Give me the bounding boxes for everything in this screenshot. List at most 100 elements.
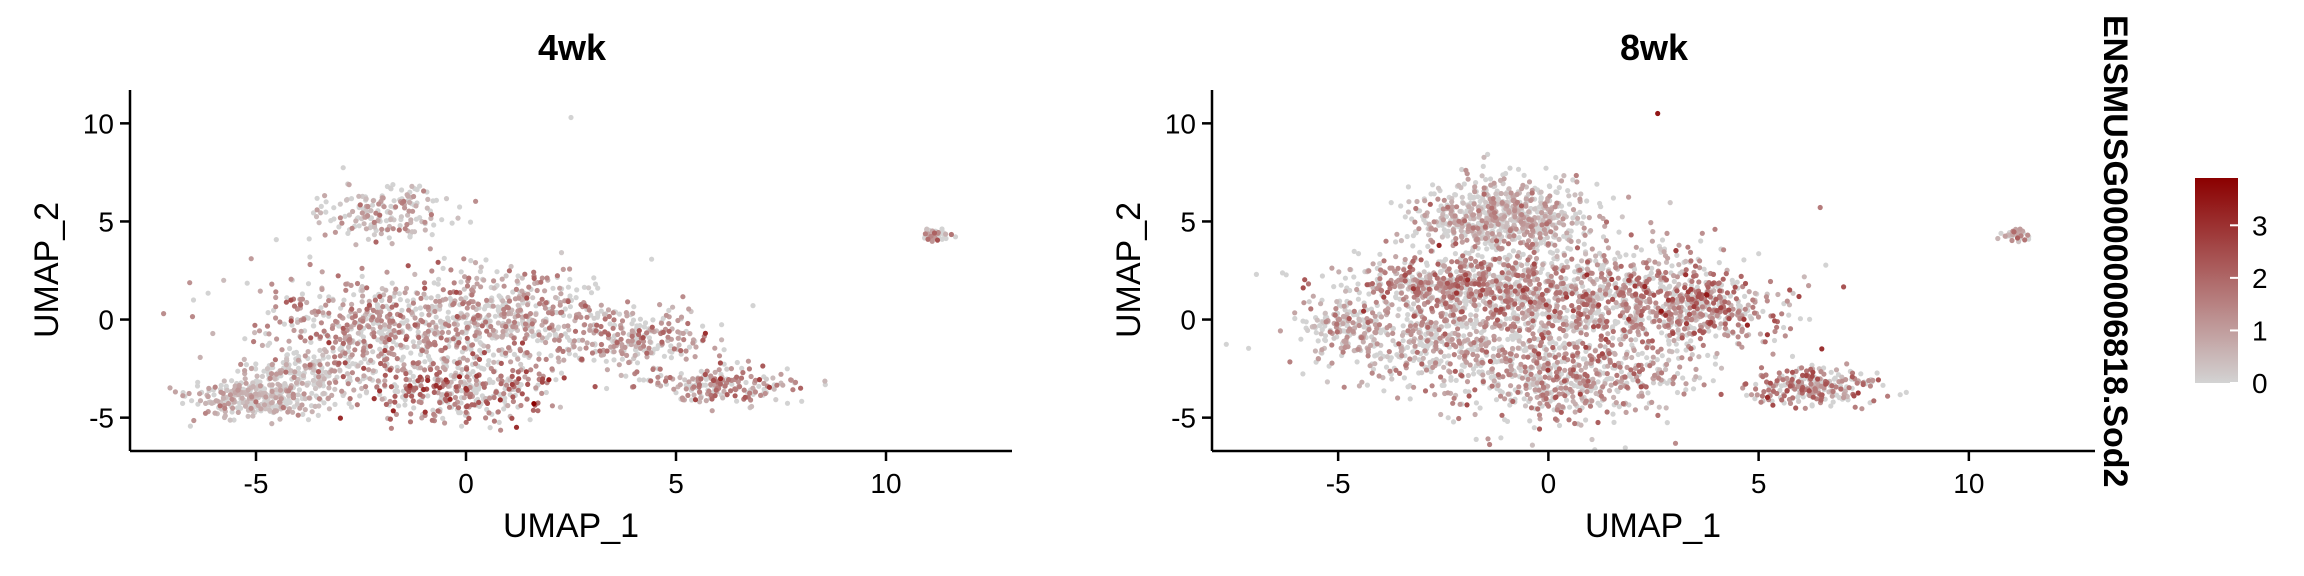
data-point bbox=[539, 322, 545, 328]
data-point bbox=[1659, 330, 1665, 336]
data-point bbox=[417, 215, 423, 221]
data-point bbox=[649, 324, 655, 330]
data-point bbox=[560, 348, 566, 354]
data-point bbox=[359, 210, 365, 216]
data-point bbox=[467, 219, 474, 225]
data-point bbox=[218, 382, 224, 388]
data-point bbox=[702, 330, 709, 336]
data-point bbox=[1475, 194, 1481, 200]
data-point bbox=[422, 409, 428, 415]
data-point bbox=[925, 236, 931, 242]
data-point bbox=[934, 237, 941, 243]
data-point bbox=[509, 373, 515, 379]
data-point bbox=[277, 382, 283, 389]
data-point bbox=[277, 370, 283, 376]
data-point bbox=[1556, 345, 1563, 351]
data-point bbox=[461, 345, 467, 351]
data-point bbox=[1311, 323, 1318, 329]
data-point bbox=[332, 386, 338, 392]
data-point bbox=[1578, 367, 1584, 373]
data-point bbox=[1426, 232, 1432, 238]
data-point bbox=[567, 304, 574, 310]
data-point bbox=[554, 273, 561, 279]
data-point bbox=[388, 332, 394, 338]
data-point bbox=[256, 328, 263, 334]
data-point bbox=[720, 395, 726, 401]
data-point bbox=[348, 404, 355, 410]
data-point bbox=[629, 338, 635, 344]
data-point bbox=[398, 342, 404, 348]
data-point bbox=[655, 343, 661, 349]
data-point bbox=[382, 339, 388, 345]
data-point bbox=[1371, 337, 1377, 343]
data-point bbox=[473, 381, 480, 387]
data-point bbox=[1343, 288, 1349, 294]
data-point bbox=[326, 406, 332, 412]
data-point bbox=[1467, 317, 1473, 323]
data-point bbox=[408, 350, 414, 356]
data-point bbox=[1690, 386, 1697, 392]
data-point bbox=[263, 394, 269, 400]
data-point bbox=[302, 353, 308, 359]
data-point bbox=[388, 216, 394, 222]
data-point bbox=[352, 347, 358, 353]
data-point bbox=[564, 334, 571, 340]
data-point bbox=[491, 278, 497, 284]
data-point bbox=[360, 293, 366, 299]
data-point bbox=[455, 331, 461, 337]
data-point bbox=[1393, 294, 1399, 300]
data-point bbox=[486, 410, 492, 416]
data-point bbox=[408, 217, 414, 223]
data-point bbox=[305, 315, 311, 321]
data-point bbox=[683, 356, 689, 362]
data-point bbox=[721, 388, 727, 394]
data-point bbox=[329, 368, 335, 374]
data-point bbox=[519, 340, 526, 346]
data-point bbox=[1420, 355, 1426, 361]
data-point bbox=[1533, 255, 1540, 262]
data-point bbox=[1310, 293, 1316, 299]
data-point bbox=[460, 301, 466, 307]
data-point bbox=[556, 337, 562, 343]
data-point bbox=[311, 354, 317, 360]
data-point bbox=[1828, 369, 1834, 375]
data-point bbox=[515, 369, 521, 375]
data-point bbox=[1453, 377, 1459, 383]
data-point bbox=[594, 322, 600, 328]
data-point bbox=[771, 386, 777, 392]
data-point bbox=[321, 328, 327, 334]
data-point bbox=[633, 343, 639, 349]
data-point bbox=[243, 380, 249, 386]
data-point bbox=[1710, 378, 1716, 384]
data-point bbox=[1674, 252, 1680, 258]
data-point bbox=[686, 306, 692, 312]
data-point bbox=[456, 340, 462, 346]
data-point bbox=[353, 218, 359, 224]
data-point bbox=[1378, 356, 1384, 362]
data-point bbox=[708, 381, 714, 388]
data-point bbox=[1547, 340, 1553, 346]
data-point bbox=[1367, 363, 1373, 369]
data-point bbox=[380, 195, 386, 201]
data-point bbox=[1623, 252, 1629, 258]
data-point bbox=[299, 380, 305, 386]
data-point bbox=[1396, 306, 1402, 312]
data-point bbox=[1501, 176, 1507, 182]
data-point bbox=[325, 354, 331, 360]
data-point bbox=[431, 280, 437, 286]
data-point bbox=[510, 289, 516, 295]
data-point bbox=[1527, 396, 1533, 402]
data-point bbox=[403, 393, 409, 399]
data-point bbox=[943, 231, 949, 237]
data-point bbox=[360, 348, 366, 354]
data-point bbox=[1575, 215, 1581, 221]
data-point bbox=[646, 345, 652, 351]
data-point bbox=[1471, 371, 1477, 377]
data-point bbox=[252, 330, 258, 336]
data-point bbox=[598, 341, 605, 348]
data-point bbox=[1452, 251, 1458, 257]
data-point bbox=[1485, 230, 1491, 236]
data-point bbox=[530, 333, 536, 339]
data-point bbox=[267, 340, 273, 346]
data-point bbox=[510, 398, 516, 405]
